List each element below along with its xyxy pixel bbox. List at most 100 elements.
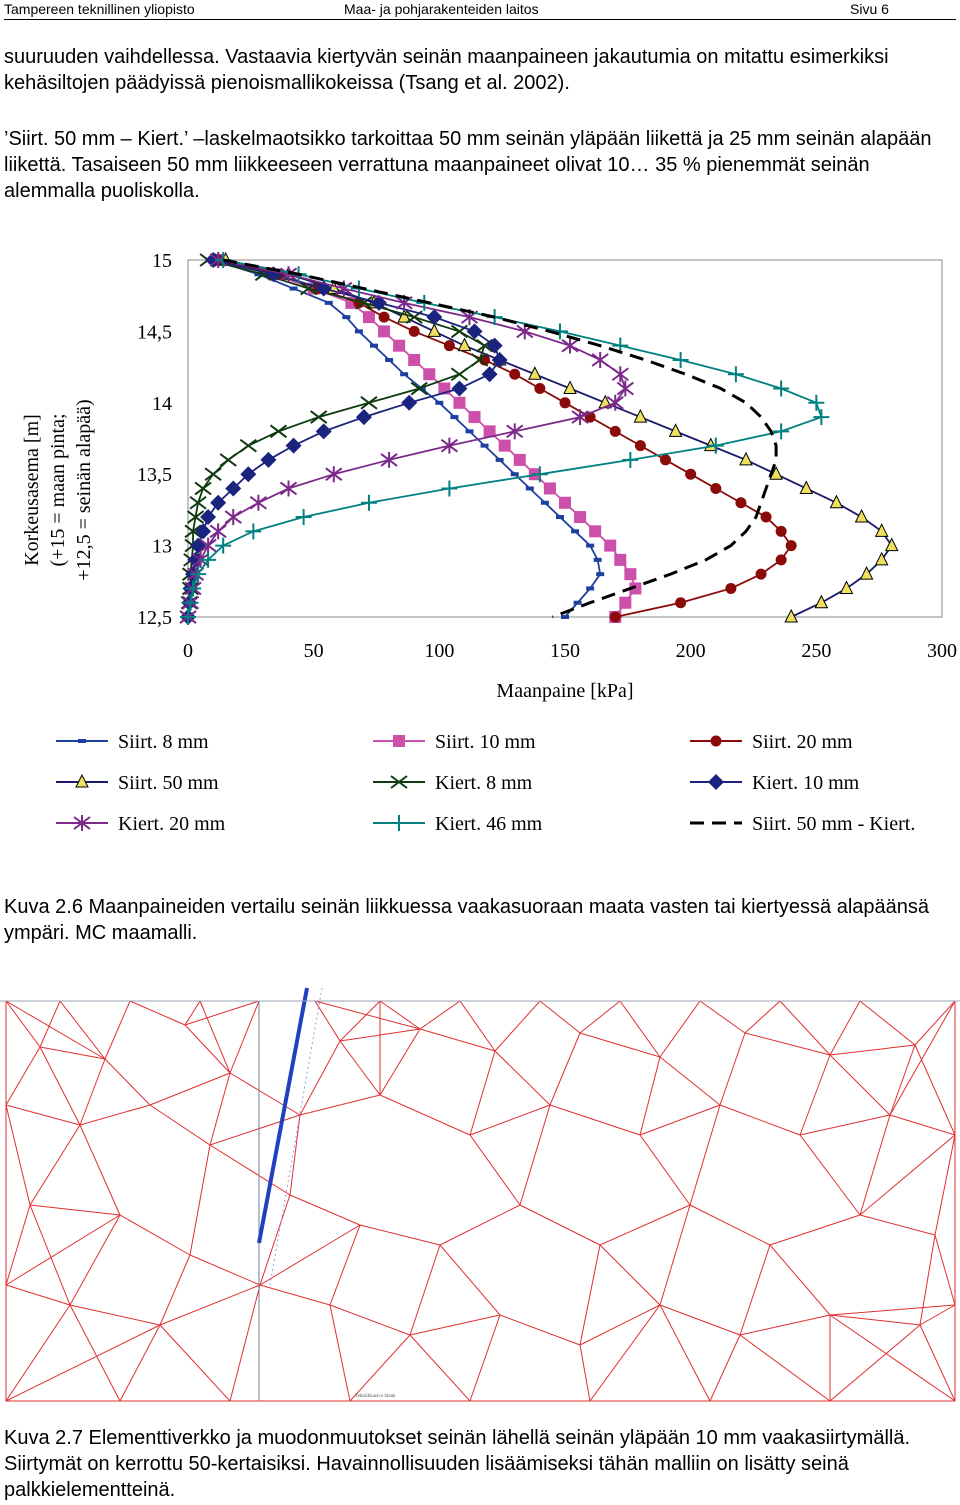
data-point [707,437,724,454]
mesh-edge [859,1114,891,1216]
mesh-edge [184,1000,201,1026]
mesh-edge [5,1104,81,1126]
legend-label: Siirt. 8 mm [118,731,209,753]
data-point [466,323,483,340]
mesh-edge [359,1224,441,1246]
mesh-edge [739,1244,771,1336]
mesh-edge [829,1314,956,1402]
data-point [239,438,257,453]
mesh-edge [579,1032,661,1058]
mesh-edge [934,1234,956,1306]
data-point [624,568,637,581]
mesh-tiny-label: Tekniikkasivu blank [355,1394,396,1399]
data-point [200,551,217,568]
mesh-edge [689,1104,721,1206]
data-point [354,329,363,334]
data-point [634,440,646,452]
data-point [362,311,375,324]
header-institution: Tampereen teknillinen yliopisto [4,1,195,17]
data-point [371,294,388,311]
data-point [195,523,212,540]
mesh-edge [549,1104,641,1136]
data-point [180,609,196,625]
data-point [622,451,639,468]
data-point [360,396,378,410]
data-point [470,353,489,367]
x-tick-label: 250 [801,640,831,662]
mesh-edge [329,1224,361,1306]
mesh-edge [469,1050,496,1136]
data-point [410,381,428,396]
mesh-edge [299,1040,341,1116]
mesh-edge [579,1344,591,1402]
data-point [380,451,398,468]
data-point [586,586,595,591]
data-point [443,340,455,352]
mesh-edge [5,1204,31,1286]
data-point [785,540,797,552]
mesh-edge [29,1124,81,1206]
mesh-edge [579,1000,621,1034]
mesh-edge [189,1254,261,1286]
data-point [355,296,373,310]
mesh-edge [779,1000,831,1056]
y-tick-label: 12,5 [137,607,172,629]
y-tick-label: 15 [152,250,172,272]
x-tick-label: 300 [927,640,957,662]
data-point [457,337,472,352]
series-4 [218,251,899,623]
mesh-edge [739,1314,831,1336]
data-point [668,423,683,437]
data-point [586,543,595,548]
mesh-edge [829,1324,921,1402]
data-point [685,468,697,480]
data-point [672,351,689,368]
mesh-edge [919,1234,936,1326]
data-point [378,325,391,338]
mesh-edge [29,1204,121,1216]
mesh-edge [769,1244,831,1316]
header-rule [4,19,956,20]
mesh-edge [469,1314,501,1402]
mesh-edge [79,1104,151,1126]
mesh-edge [519,1104,551,1206]
legend-entry: Kiert. 10 mm [690,772,860,794]
mesh-edge [659,1204,691,1306]
mesh-edge [79,1124,121,1216]
mesh-edge [659,1304,711,1402]
data-point [727,366,744,383]
mesh-edge [469,1134,521,1206]
mesh-edge [5,1000,41,1048]
data-point [540,500,549,505]
data-point [393,735,405,747]
data-point [710,735,722,747]
mesh-edge [459,1000,496,1052]
data-point [190,566,207,583]
mesh-edge [5,1214,121,1286]
mesh-edge [5,1284,71,1306]
data-point [450,415,459,420]
data-point [604,539,617,552]
mesh-edge [914,1000,956,1046]
data-point [295,509,312,526]
mesh-edge [829,1000,861,1056]
x-tick-label: 50 [304,640,324,662]
mesh-edge [619,1000,661,1058]
mesh-edge [5,1046,41,1106]
data-point [315,423,332,440]
series-line [187,259,486,618]
data-point [360,494,377,511]
data-point [563,380,577,395]
data-point [495,457,504,462]
data-point [735,497,747,509]
y-axis-label: Korkeusasema [m] [21,414,43,566]
series-line [217,259,793,618]
mesh-edge [229,1284,261,1402]
data-point [839,580,854,594]
mesh-edge [69,1214,121,1306]
mesh-edge [5,1104,31,1206]
mesh-edge [739,1334,831,1402]
data-point [200,509,217,526]
data-point [315,280,332,297]
mesh-edge [889,1000,956,1116]
